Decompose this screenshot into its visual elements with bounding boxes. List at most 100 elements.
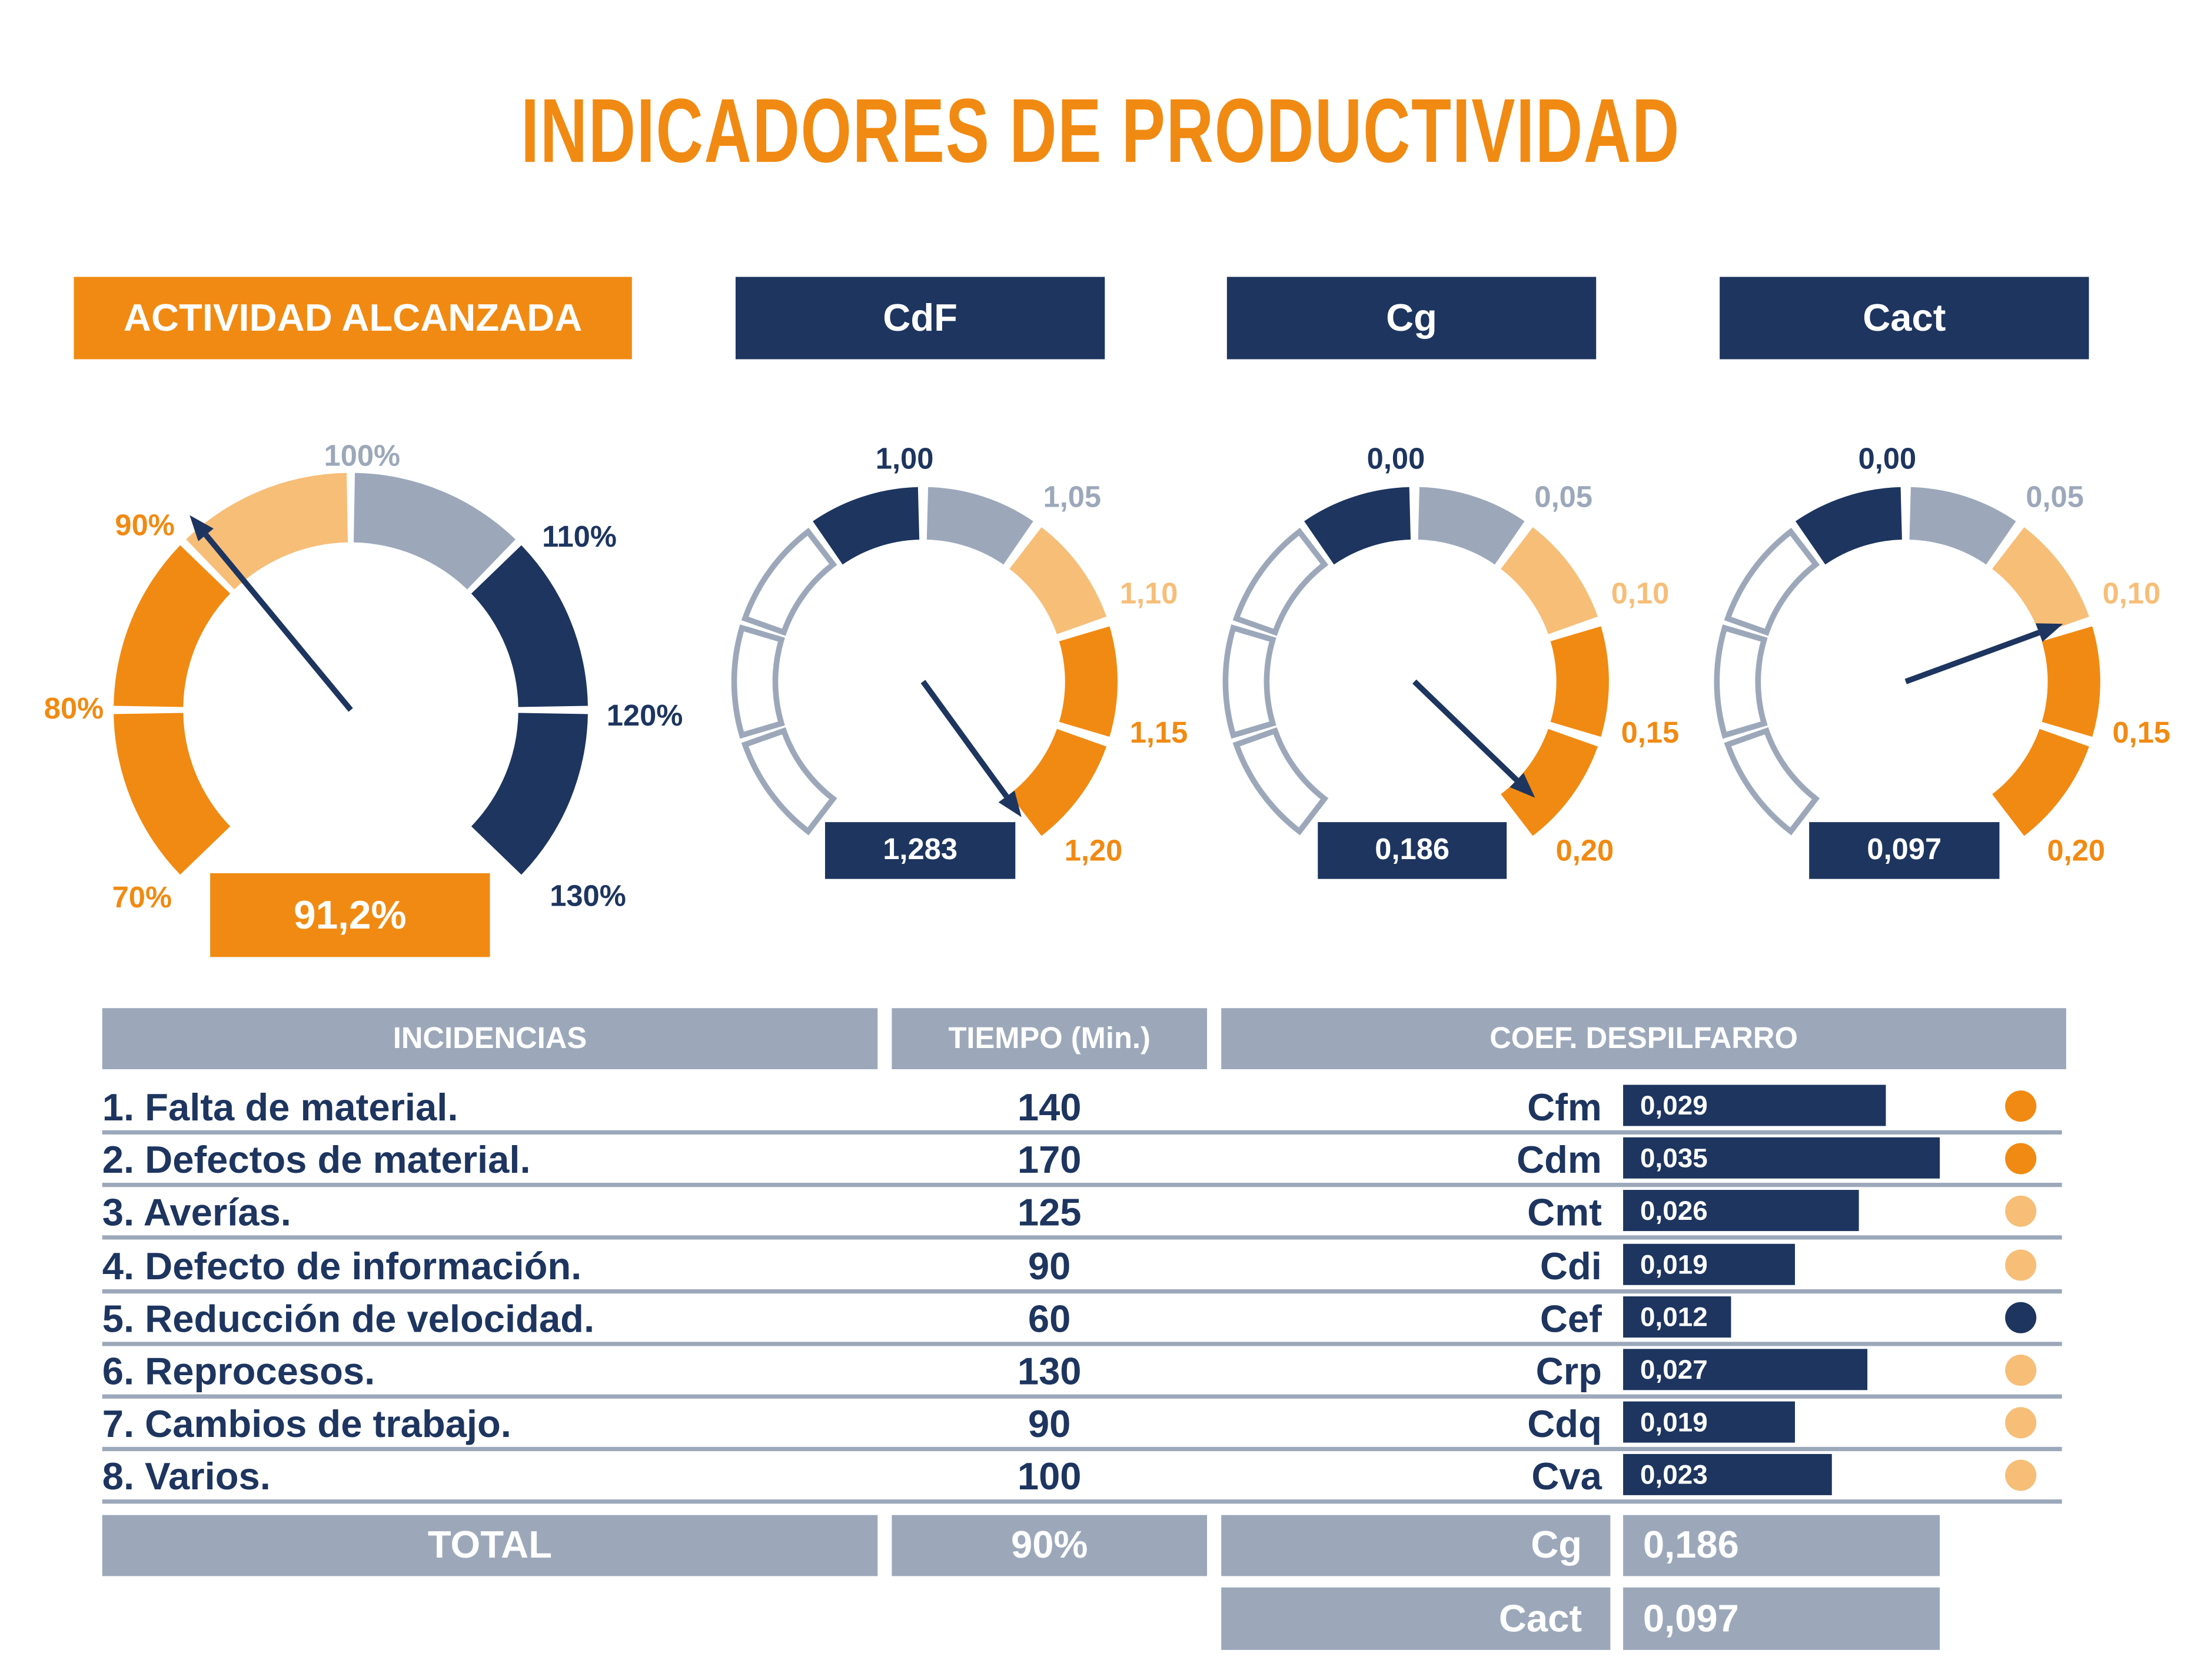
- coef-value: 0,019: [1640, 1409, 1708, 1439]
- gauge-tick-label: 0,15: [2113, 716, 2171, 749]
- gauge-segment: [1724, 727, 1820, 836]
- header-coef: COEF. DESPILFARRO: [1221, 1008, 2066, 1069]
- page-title: INDICADORES DE PRODUCTIVIDAD: [521, 79, 1681, 182]
- gauge-segment: [926, 487, 1033, 565]
- status-dot: [2005, 1249, 2037, 1280]
- gauge-tick-label: 0,10: [2103, 577, 2161, 610]
- gauge-needle: [920, 680, 1009, 799]
- gauge-segment: [471, 713, 588, 875]
- gauge-actividad: 70% 80% 90% 100% 110% 120% 130% 1,00 1,05 1,10 1,1…: [44, 438, 2171, 914]
- gauge-needle: [1412, 679, 1519, 783]
- table-row: 8. Varios. 100 Cva 0,023: [102, 1452, 2062, 1505]
- gauge-tick-label: 70%: [112, 880, 172, 914]
- gauge-segment: [813, 487, 920, 565]
- coef-name: Cdq: [1527, 1403, 1602, 1446]
- status-dot: [2005, 1407, 2037, 1439]
- gauge-segment: [741, 727, 837, 836]
- gauge-segment: [1992, 527, 2089, 634]
- incidence-time: 60: [1028, 1297, 1071, 1340]
- gauge-tick-label: 130%: [550, 879, 626, 912]
- incidence-time: 130: [1017, 1350, 1082, 1393]
- gauge-tick-label: 0,10: [1611, 577, 1670, 610]
- table-row: 3. Averías. 125 Cmt 0,026: [102, 1187, 2062, 1240]
- incidence-time: 125: [1017, 1192, 1082, 1235]
- coef-value: 0,035: [1640, 1145, 1708, 1175]
- total-time: 90%: [892, 1515, 1208, 1576]
- coef-bar: [1623, 1190, 1858, 1232]
- coef-value: 0,023: [1640, 1461, 1708, 1492]
- table-row: 2. Defectos de material. 170 Cdm 0,035: [102, 1135, 2062, 1187]
- incidence-name: 3. Averías.: [102, 1192, 291, 1235]
- gauge-segment: [1304, 487, 1411, 565]
- status-dot: [2005, 1143, 2037, 1175]
- gauge-title-actividad: ACTIVIDAD ALCANZADA: [74, 277, 632, 360]
- table-row: 4. Defecto de información. 90 Cdi 0,019: [102, 1240, 2062, 1293]
- gauge-segment: [1501, 527, 1598, 634]
- incidence-name: 1. Falta de material.: [102, 1086, 458, 1129]
- total-label: TOTAL: [102, 1515, 878, 1576]
- incidence-name: 8. Varios.: [102, 1456, 271, 1499]
- gauge-tick-label: 1,00: [876, 441, 934, 475]
- coef-name: Cdi: [1540, 1245, 1602, 1288]
- gauge-segment: [114, 545, 231, 707]
- incidence-time: 100: [1017, 1456, 1082, 1499]
- gauge-tick-label: 0,05: [2026, 480, 2084, 513]
- gauge-tick-label: 1,20: [1065, 833, 1123, 867]
- coef-name: Crp: [1535, 1350, 1602, 1393]
- coef-value: 0,026: [1640, 1197, 1708, 1227]
- header-tiempo: TIEMPO (Min.): [892, 1008, 1208, 1069]
- gauge-segment: [1009, 527, 1107, 634]
- coef-bar: [1623, 1296, 1732, 1338]
- gauge-segment: [353, 473, 516, 590]
- gauge-segment: [1550, 626, 1609, 737]
- coef-value: 0,019: [1640, 1250, 1708, 1280]
- coef-value: 0,012: [1640, 1303, 1708, 1333]
- gauge-segment: [1418, 487, 1525, 565]
- gauge-needle: [1904, 630, 2040, 684]
- gauge-title-cact: Cact: [1720, 277, 2089, 360]
- gauge-needle-head: [1510, 773, 1535, 798]
- gauge-needle-head: [2035, 623, 2063, 642]
- gauge-tick-label: 120%: [607, 698, 683, 732]
- incidence-time: 140: [1017, 1086, 1082, 1129]
- coef-value: 0,029: [1640, 1092, 1708, 1122]
- coef-name: Cfm: [1527, 1086, 1602, 1129]
- gauge-segment: [731, 624, 785, 739]
- gauge-segment: [1714, 624, 1768, 739]
- gauge-tick-label: 1,15: [1130, 716, 1188, 749]
- coef-bar: [1623, 1454, 1831, 1496]
- gauge-tick-label: 0,15: [1621, 716, 1680, 749]
- gauge-value-actividad: 91,2%: [210, 873, 490, 957]
- coef-name: Cef: [1540, 1297, 1602, 1340]
- coef-name: Cmt: [1527, 1192, 1602, 1235]
- gauge-segment: [1796, 487, 1902, 565]
- gauge-segment: [114, 713, 231, 875]
- coef-bar: [1623, 1084, 1886, 1126]
- header-incidencias: INCIDENCIAS: [102, 1008, 878, 1069]
- gauge-needle: [204, 533, 353, 712]
- coef-bar: [1623, 1402, 1796, 1443]
- table-row: 1. Falta de material. 140 Cfm 0,029: [102, 1082, 2062, 1135]
- gauge-segment: [741, 527, 837, 636]
- incidence-name: 5. Reducción de velocidad.: [102, 1297, 595, 1340]
- coef-bar: [1623, 1243, 1796, 1285]
- gauge-tick-label: 0,00: [1367, 441, 1425, 475]
- status-dot: [2005, 1090, 2037, 1122]
- gauge-segment: [1909, 487, 2016, 565]
- gauge-segment: [1222, 624, 1276, 739]
- incidence-name: 2. Defectos de material.: [102, 1139, 531, 1182]
- gauge-segment: [1009, 728, 1107, 836]
- status-dot: [2005, 1196, 2037, 1227]
- gauge-title-cdf: CdF: [735, 277, 1105, 360]
- incidence-name: 7. Cambios de trabajo.: [102, 1403, 511, 1446]
- table-row: 6. Reprocesos. 130 Crp 0,027: [102, 1346, 2062, 1399]
- incidence-name: 6. Reprocesos.: [102, 1350, 375, 1393]
- total-cg-value: 0,186: [1623, 1515, 1940, 1576]
- incidence-time: 90: [1028, 1245, 1071, 1288]
- gauge-tick-label: 80%: [44, 691, 104, 725]
- gauge-tick-label: 0,20: [2047, 833, 2106, 867]
- total-cact-value: 0,097: [1623, 1587, 1940, 1650]
- gauge-needle-head: [998, 790, 1022, 817]
- gauge-value-cg: 0,186: [1318, 822, 1507, 879]
